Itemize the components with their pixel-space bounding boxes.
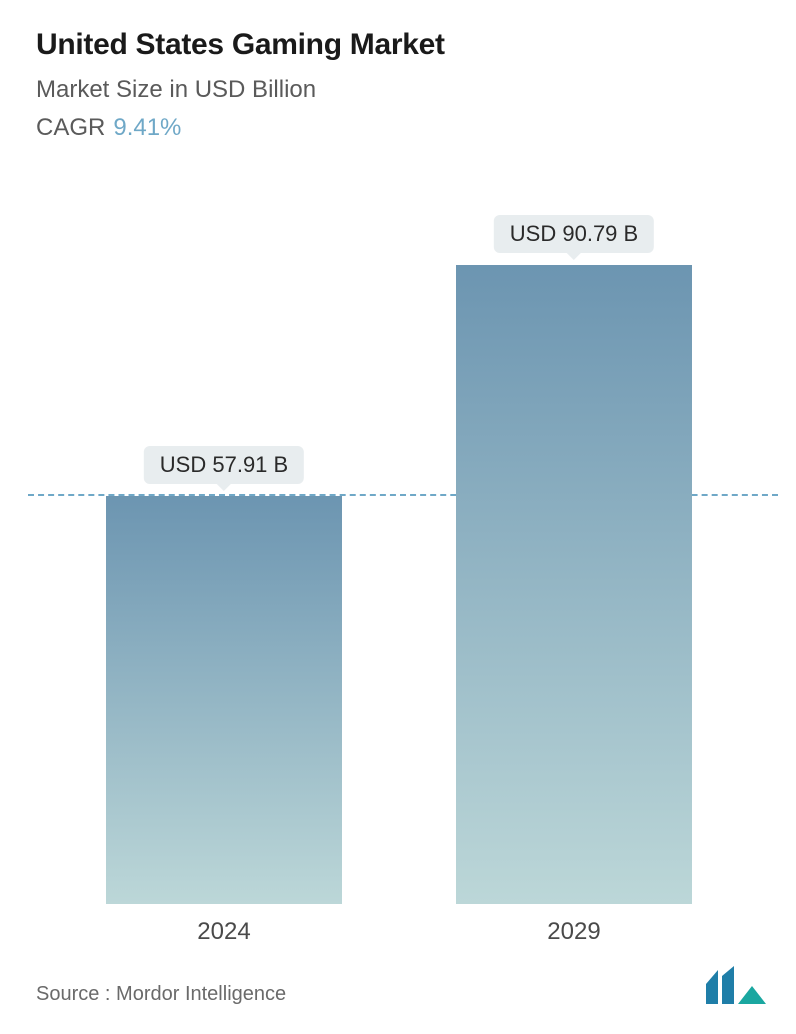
x-axis-label: 2029 — [547, 918, 600, 946]
cagr-value: 9.41% — [113, 114, 181, 141]
bar-2024: USD 57.91 B 2024 — [106, 496, 342, 904]
chart-header: United States Gaming Market Market Size … — [0, 0, 796, 142]
chart-title: United States Gaming Market — [36, 28, 760, 62]
bar-value-label: USD 90.79 B — [494, 215, 654, 253]
bar-2029: USD 90.79 B 2029 — [456, 265, 692, 904]
source-attribution: Source : Mordor Intelligence — [36, 983, 286, 1006]
bar-fill — [106, 496, 342, 904]
bar-chart: USD 57.91 B 2024 USD 90.79 B 2029 — [0, 200, 796, 904]
chart-subtitle: Market Size in USD Billion — [36, 76, 760, 104]
cagr-label: CAGR — [36, 114, 105, 141]
bar-fill — [456, 265, 692, 904]
brand-logo-icon — [704, 966, 768, 1006]
cagr-line: CAGR 9.41% — [36, 114, 760, 142]
chart-footer: Source : Mordor Intelligence — [36, 966, 768, 1006]
x-axis-label: 2024 — [197, 918, 250, 946]
bar-value-label: USD 57.91 B — [144, 446, 304, 484]
